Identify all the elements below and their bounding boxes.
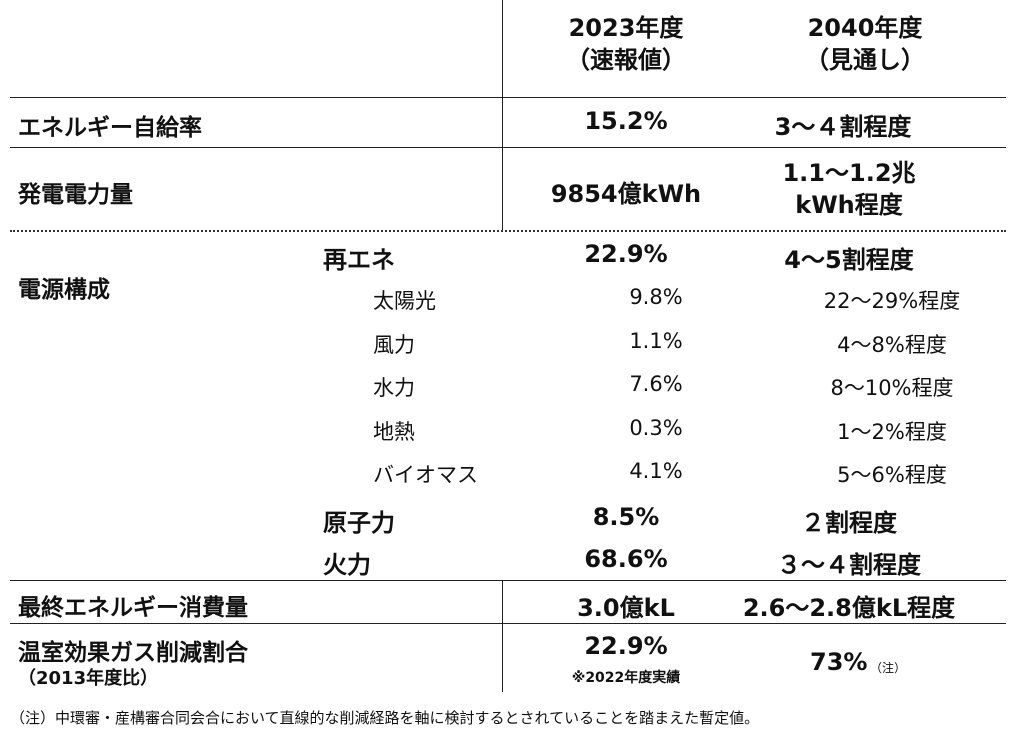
row-label-final-consumption: 最終エネルギー消費量 — [18, 595, 248, 621]
column-divider — [502, 580, 503, 623]
label-hydro: 水力 — [373, 376, 415, 400]
row-label-generation: 発電電力量 — [18, 182, 133, 208]
dotted-row-divider — [10, 230, 1006, 232]
value-2040-ghg: 73% — [810, 648, 868, 676]
label-geothermal: 地熱 — [373, 420, 415, 444]
header-2023: 2023年度 （速報値） — [506, 12, 746, 76]
value-2023-nuclear: 8.5% — [592, 503, 660, 531]
value-2040-self-sufficiency: 3～４割程度 — [774, 113, 912, 141]
value-2040-ghg-note: （注） — [870, 661, 907, 675]
value-2040-hydro: 8～10%程度 — [830, 376, 954, 400]
label-nuclear: 原子力 — [323, 509, 395, 537]
value-2023-hydro: 7.6% — [629, 372, 683, 396]
label-thermal: 火力 — [323, 551, 371, 579]
row-divider — [10, 580, 1006, 581]
row-divider — [10, 147, 1006, 148]
header-2023-status: （速報値） — [566, 46, 686, 74]
value-2040-geothermal: 1～2%程度 — [837, 420, 947, 444]
row-label-self-sufficiency: エネルギー自給率 — [18, 115, 202, 141]
value-2040-thermal: ３～４割程度 — [777, 551, 921, 579]
row-sublabel-ghg: （2013年度比） — [18, 668, 159, 689]
footnote: （注）中環審・産構審合同会合において直線的な削減経路を軸に検討するとされているこ… — [10, 709, 760, 727]
header-2040-status: （見通し） — [805, 46, 925, 74]
value-2023-geothermal: 0.3% — [629, 416, 683, 440]
row-label-ghg: 温室効果ガス削減割合 — [18, 640, 248, 666]
value-2023-renewable: 22.9% — [584, 240, 668, 268]
value-2040-nuclear: ２割程度 — [801, 509, 897, 537]
value-2040-solar: 22～29%程度 — [823, 289, 961, 313]
value-2040-generation-line2: kWh程度 — [795, 191, 903, 219]
header-2040: 2040年度 （見通し） — [740, 12, 990, 76]
value-2023-biomass: 4.1% — [629, 459, 683, 483]
label-solar: 太陽光 — [373, 289, 436, 313]
value-2023-wind: 1.1% — [629, 329, 683, 353]
header-2023-year: 2023年度 — [568, 14, 684, 42]
column-divider — [502, 0, 503, 97]
value-2040-renewable: 4～5割程度 — [784, 246, 914, 274]
label-biomass: バイオマス — [373, 463, 478, 487]
value-2023-self-sufficiency: 15.2% — [584, 107, 668, 135]
value-2023-generation: 9854億kWh — [550, 180, 702, 208]
header-2040-year: 2040年度 — [807, 14, 923, 42]
value-2040-wind: 4～8%程度 — [837, 333, 947, 357]
value-2040-generation-line1: 1.1～1.2兆 — [782, 159, 916, 187]
header-divider — [10, 97, 1006, 98]
value-2040-generation: 1.1～1.2兆 kWh程度 — [724, 157, 974, 221]
row-label-power-mix: 電源構成 — [18, 277, 110, 303]
column-divider — [502, 623, 503, 692]
value-2023-ghg: 22.9% — [584, 632, 668, 660]
label-wind: 風力 — [373, 333, 415, 357]
column-divider — [502, 147, 503, 230]
value-2023-ghg-note: ※2022年度実績 — [571, 670, 681, 686]
value-2023-solar: 9.8% — [629, 285, 683, 309]
row-divider — [10, 623, 1006, 624]
value-2040-biomass: 5～6%程度 — [837, 463, 947, 487]
value-2023-final-consumption: 3.0億kL — [577, 594, 675, 622]
label-renewable: 再エネ — [323, 246, 395, 274]
value-2023-thermal: 68.6% — [584, 545, 668, 573]
value-2040-final-consumption: 2.6～2.8億kL程度 — [742, 594, 956, 622]
column-divider — [502, 97, 503, 147]
